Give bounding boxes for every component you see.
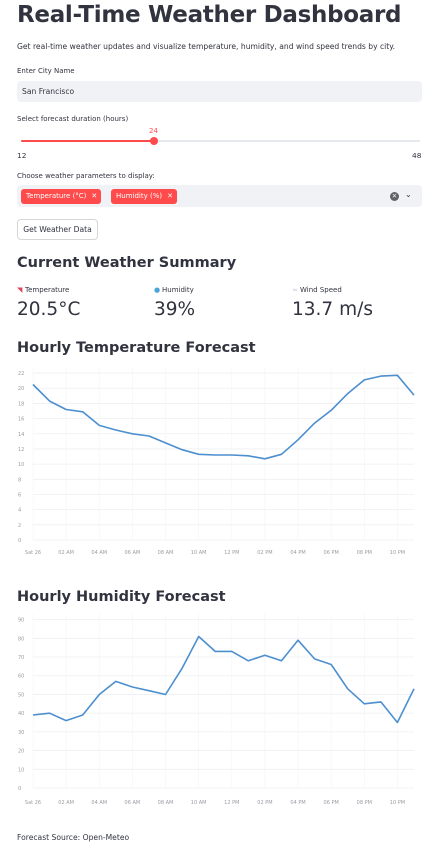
chip-temperature[interactable]: Temperature (°C) ✕ xyxy=(21,189,102,204)
humidity-y-tick-label: 70 xyxy=(18,655,24,661)
footer-source: Forecast Source: Open-Meteo xyxy=(17,833,130,842)
forecast-slider-thumb[interactable] xyxy=(150,137,158,145)
temperature-x-tick-label: 04 AM xyxy=(91,550,107,556)
temperature-y-tick-label: 16 xyxy=(18,417,24,423)
humidity-x-tick-label: 04 AM xyxy=(91,800,107,806)
temperature-y-tick-label: 2 xyxy=(18,523,21,529)
page-title: Real-Time Weather Dashboard xyxy=(17,2,402,28)
humidity-x-tick-label: 08 AM xyxy=(158,800,174,806)
metric-wind-value: 13.7 m/s xyxy=(292,299,373,320)
humidity-x-tick-label: 04 PM xyxy=(290,800,305,806)
humidity-x-tick-label: 06 AM xyxy=(125,800,141,806)
metric-temperature-label: ◥ Temperature xyxy=(17,286,70,294)
humidity-chart-heading: Hourly Humidity Forecast xyxy=(17,589,226,605)
chip-remove-icon[interactable]: ✕ xyxy=(91,192,98,200)
chevron-down-icon[interactable]: ⌄ xyxy=(405,190,412,199)
forecast-slider-fill xyxy=(21,140,154,142)
chip-remove-icon[interactable]: ✕ xyxy=(167,192,173,200)
temperature-y-tick-label: 20 xyxy=(18,386,24,392)
humidity-y-tick-label: 90 xyxy=(18,618,24,624)
city-input-label: Enter City Name xyxy=(17,67,75,75)
metric-humidity-value: 39% xyxy=(154,299,196,320)
forecast-slider-track[interactable] xyxy=(21,140,420,142)
metric-humidity-label: ● Humidity xyxy=(154,286,194,294)
humidity-y-tick-label: 0 xyxy=(18,786,21,792)
chip-humidity[interactable]: Humidity (%) ✕ xyxy=(111,189,177,204)
temperature-y-tick-label: 6 xyxy=(18,492,21,498)
humidity-y-tick-label: 50 xyxy=(18,692,24,698)
humidity-y-tick-label: 10 xyxy=(18,767,24,773)
city-input[interactable]: San Francisco xyxy=(17,81,422,102)
temperature-y-tick-label: 14 xyxy=(18,432,24,438)
clear-all-icon[interactable]: ✕ xyxy=(390,192,399,201)
humidity-x-tick-label: 06 PM xyxy=(324,800,339,806)
temperature-x-tick-label: 12 PM xyxy=(224,550,239,556)
forecast-slider-min: 12 xyxy=(17,151,27,160)
temperature-x-tick-label: 08 PM xyxy=(357,550,372,556)
temperature-x-tick-label: 02 AM xyxy=(58,550,74,556)
temperature-x-tick-label: 10 PM xyxy=(390,550,405,556)
temperature-x-tick-label: 08 AM xyxy=(158,550,174,556)
get-weather-data-button[interactable]: Get Weather Data xyxy=(17,219,98,240)
temperature-y-tick-label: 4 xyxy=(18,508,21,514)
temperature-chart-heading: Hourly Temperature Forecast xyxy=(17,340,256,356)
temperature-x-tick-label: Sat 26 xyxy=(25,550,41,556)
humidity-x-tick-label: 02 PM xyxy=(257,800,272,806)
temperature-y-tick-label: 8 xyxy=(18,477,21,483)
temperature-y-tick-label: 10 xyxy=(18,462,24,468)
temperature-y-tick-label: 18 xyxy=(18,401,24,407)
parameters-label: Choose weather parameters to display: xyxy=(17,172,155,180)
forecast-slider-value: 24 xyxy=(149,127,158,135)
humidity-x-tick-label: 10 AM xyxy=(191,800,207,806)
page-subtitle: Get real-time weather updates and visual… xyxy=(17,42,396,51)
humidity-x-tick-label: 02 AM xyxy=(58,800,74,806)
temperature-x-tick-label: 06 AM xyxy=(125,550,141,556)
temperature-y-tick-label: 12 xyxy=(18,447,24,453)
droplet-icon: ● xyxy=(154,286,161,294)
forecast-slider-max: 48 xyxy=(412,151,422,160)
humidity-x-tick-label: 10 PM xyxy=(390,800,405,806)
metric-wind-label: ≈ Wind Speed xyxy=(292,286,342,294)
humidity-y-tick-label: 60 xyxy=(18,674,24,680)
chip-label: Temperature (°C) xyxy=(26,192,87,200)
thermometer-icon: ◥ xyxy=(17,286,23,294)
humidity-y-tick-label: 40 xyxy=(18,711,24,717)
metric-temperature-value: 20.5°C xyxy=(17,299,81,320)
temperature-y-tick-label: 0 xyxy=(18,538,21,544)
temperature-x-tick-label: 10 AM xyxy=(191,550,207,556)
temperature-x-tick-label: 04 PM xyxy=(290,550,305,556)
humidity-x-tick-label: 12 PM xyxy=(224,800,239,806)
temperature-series-line xyxy=(32,374,415,460)
wind-icon: ≈ xyxy=(292,286,298,294)
summary-heading: Current Weather Summary xyxy=(17,255,237,271)
humidity-y-tick-label: 80 xyxy=(18,636,24,642)
humidity-y-tick-label: 20 xyxy=(18,749,24,755)
humidity-x-tick-label: 08 PM xyxy=(357,800,372,806)
temperature-x-tick-label: 02 PM xyxy=(257,550,272,556)
humidity-x-tick-label: Sat 26 xyxy=(25,800,41,806)
temperature-x-tick-label: 06 PM xyxy=(324,550,339,556)
humidity-series-line xyxy=(32,635,415,724)
humidity-y-tick-label: 30 xyxy=(18,730,24,736)
temperature-y-tick-label: 22 xyxy=(18,371,24,377)
forecast-slider-label: Select forecast duration (hours) xyxy=(17,115,129,123)
chip-label: Humidity (%) xyxy=(116,192,163,200)
